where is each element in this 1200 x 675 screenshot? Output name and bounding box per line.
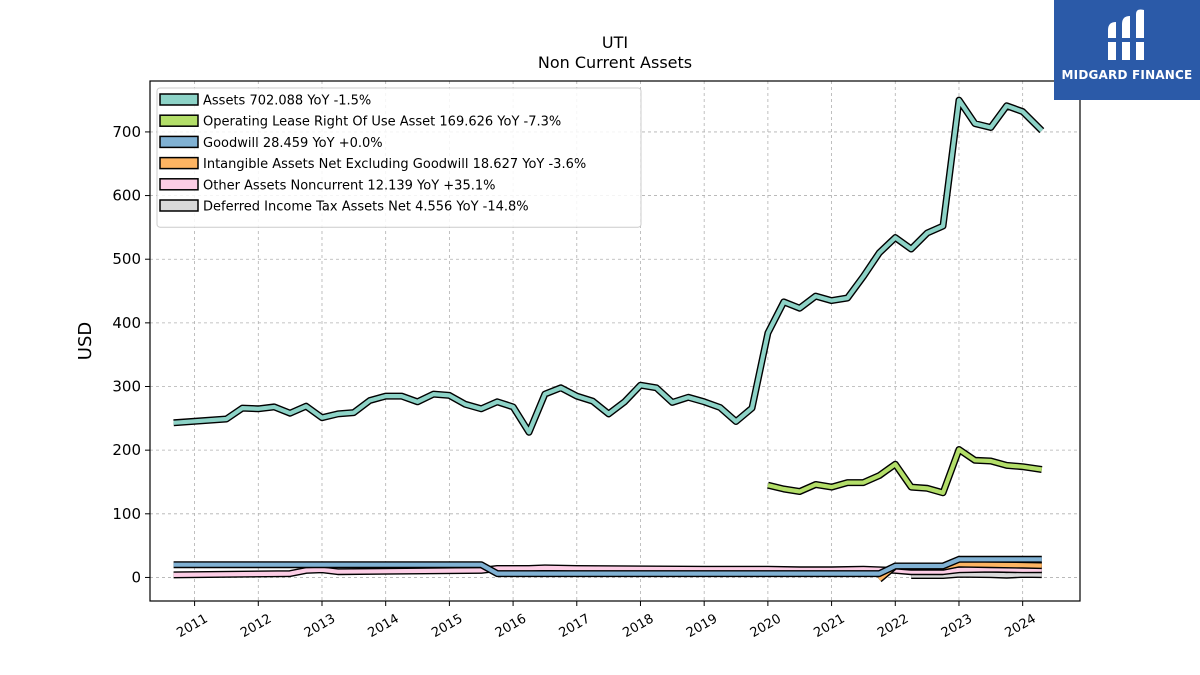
series-line [173,97,1044,435]
legend-swatch [159,135,199,149]
series-goodwill [173,555,1042,578]
x-tick-label: 2021 [811,611,847,641]
x-tick-label: 2014 [366,611,402,641]
y-axis-ticks: 0 100 200 300 400 500 600 700 [112,123,150,586]
x-tick-label: 2012 [238,611,274,641]
y-tick-label: 0 [131,568,141,586]
legend-swatch [159,199,199,212]
y-tick-label: 500 [112,250,141,268]
x-axis-ticks: 2011 2012 2013 2014 2015 2016 2017 2018 2019 2020… [174,601,1039,641]
legend-swatch [159,93,199,106]
legend-swatch [159,114,199,127]
x-tick-label: 2020 [748,611,784,641]
legend-swatch [159,156,199,170]
series-assets [173,96,1045,436]
legend-entry: Operating Lease Right Of Use Asset 169.6… [203,115,561,130]
series-line [911,572,1042,578]
x-tick-label: 2024 [1003,611,1039,641]
logo-text: MIDGARD FINANCE [1061,68,1193,82]
plot-frame [149,80,1081,602]
series-line [767,447,1043,495]
series-other-assets-noncurrent [173,564,1042,579]
legend-entry: Assets 702.088 YoY -1.5% [203,94,371,109]
legend-frame [156,87,642,228]
x-tick-label: 2016 [493,611,529,641]
x-tick-label: 2018 [620,611,656,641]
legend-entry: Intangible Assets Net Excluding Goodwill… [203,157,586,172]
chart-title: UTI [602,33,628,52]
brand-logo: MIDGARD FINANCE [1054,0,1200,100]
series-deferred-income-tax-assets-net [911,570,1042,579]
y-tick-label: 200 [112,441,141,459]
legend-entry: Other Assets Noncurrent 12.139 YoY +35.1… [203,178,495,193]
legend-swatch [159,178,199,191]
y-tick-label: 400 [112,314,141,332]
x-tick-label: 2019 [684,611,720,641]
x-tick-label: 2017 [557,611,593,641]
y-tick-label: 100 [112,505,141,523]
series-line [173,557,1042,576]
chart-subtitle: Non Current Assets [538,53,692,72]
series-operating-lease-right-of-use-asset [767,446,1043,497]
x-tick-label: 2013 [302,611,338,641]
x-tick-label: 2011 [174,611,210,641]
logo-mark-icon [1106,9,1146,60]
y-tick-label: 300 [112,378,141,396]
x-tick-label: 2022 [875,611,911,641]
y-tick-label: 600 [112,187,141,205]
x-tick-label: 2015 [429,611,465,641]
legend-entry: Goodwill 28.459 YoY +0.0% [203,136,383,151]
series-line [173,565,1042,577]
y-tick-label: 700 [112,123,141,141]
series-lines [173,96,1045,583]
legend-entry: Deferred Income Tax Assets Net 4.556 YoY… [203,200,529,215]
legend: Assets 702.088 YoY -1.5% Operating Lease … [156,87,642,228]
x-tick-label: 2023 [939,611,975,641]
y-axis-label: USD [75,322,96,360]
